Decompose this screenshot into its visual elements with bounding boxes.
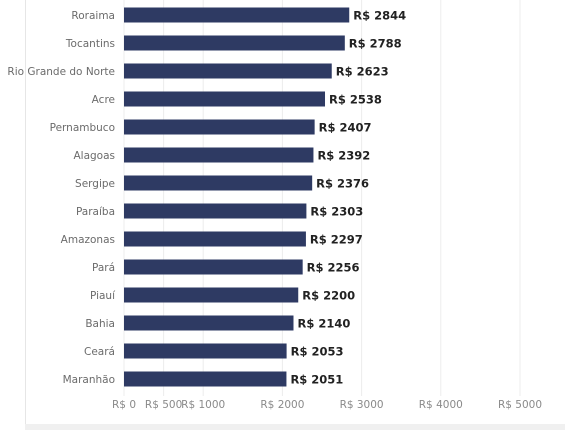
value-label: R$ 2623 <box>336 65 389 79</box>
bar <box>124 63 332 79</box>
x-tick-label: R$ 3000 <box>340 399 384 411</box>
bar <box>124 35 345 51</box>
bar <box>124 371 287 387</box>
x-tick-label: R$ 0 <box>112 399 136 411</box>
bar <box>124 91 326 107</box>
y-tick-label: Tocantins <box>65 38 115 50</box>
y-tick-label: Piauí <box>90 290 116 302</box>
y-tick-label: Ceará <box>84 346 115 358</box>
bar <box>124 7 350 23</box>
y-tick-label: Acre <box>92 94 115 106</box>
value-label: R$ 2303 <box>310 205 363 219</box>
panel-footer <box>25 424 565 430</box>
value-label: R$ 2392 <box>317 149 370 163</box>
value-label: R$ 2200 <box>302 289 355 303</box>
value-label: R$ 2538 <box>329 93 382 107</box>
bar <box>124 119 315 135</box>
y-tick-label: Pará <box>92 262 115 274</box>
bar <box>124 147 314 163</box>
bar <box>124 315 294 331</box>
value-label: R$ 2140 <box>297 317 350 331</box>
value-label: R$ 2297 <box>310 233 363 247</box>
value-label: R$ 2051 <box>290 373 343 387</box>
x-tick-label: R$ 2000 <box>260 399 304 411</box>
y-tick-label: Sergipe <box>75 178 115 190</box>
y-tick-label: Alagoas <box>73 150 115 162</box>
bar <box>124 175 313 191</box>
bar <box>124 231 306 247</box>
bar <box>124 259 303 275</box>
value-label: R$ 2407 <box>319 121 372 135</box>
y-tick-label: Bahia <box>85 318 115 330</box>
value-label: R$ 2256 <box>307 261 360 275</box>
value-label: R$ 2053 <box>291 345 344 359</box>
y-tick-label: Paraíba <box>76 206 115 218</box>
bar <box>124 343 287 359</box>
x-tick-label: R$ 4000 <box>419 399 463 411</box>
y-tick-label: Roraima <box>71 10 115 22</box>
value-label: R$ 2844 <box>353 9 406 23</box>
x-tick-label: R$ 500 <box>145 399 182 411</box>
x-tick-label: R$ 5000 <box>498 399 542 411</box>
y-tick-label: Rio Grande do Norte <box>7 66 115 78</box>
bar <box>124 203 307 219</box>
value-label: R$ 2788 <box>349 37 402 51</box>
y-tick-label: Amazonas <box>61 234 115 246</box>
y-tick-label: Maranhão <box>63 374 115 386</box>
x-tick-label: R$ 1000 <box>181 399 225 411</box>
bar <box>124 287 299 303</box>
value-label: R$ 2376 <box>316 177 369 191</box>
y-tick-label: Pernambuco <box>50 122 115 134</box>
